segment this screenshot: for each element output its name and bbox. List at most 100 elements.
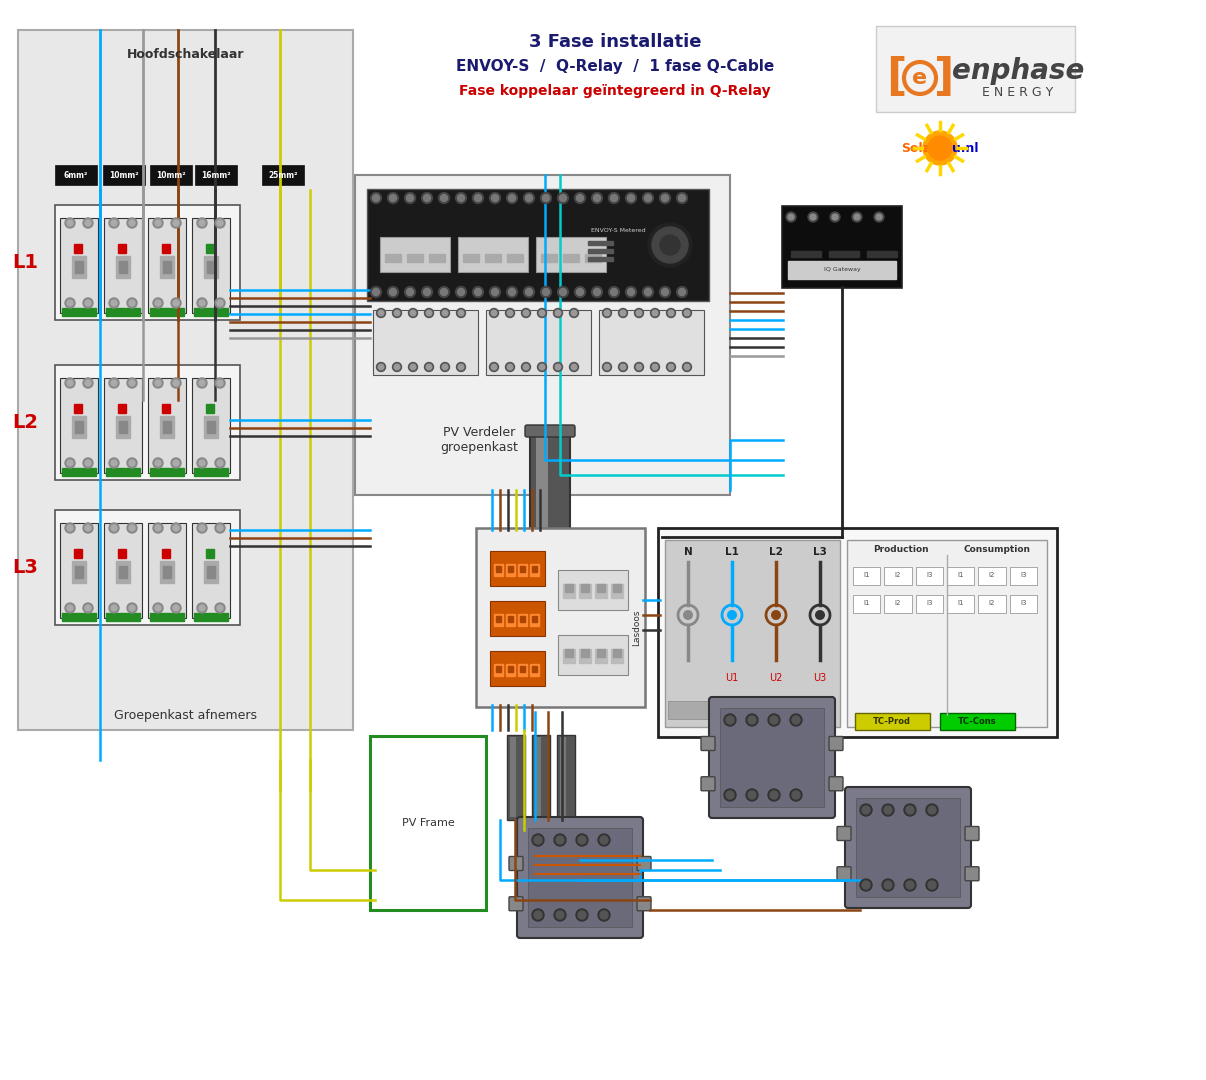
Circle shape xyxy=(508,310,513,315)
Circle shape xyxy=(156,300,160,306)
Bar xyxy=(406,254,423,262)
Text: L2: L2 xyxy=(769,546,783,557)
Circle shape xyxy=(620,310,626,315)
Bar xyxy=(206,244,213,253)
Bar xyxy=(62,613,96,621)
Bar xyxy=(867,251,897,257)
FancyBboxPatch shape xyxy=(829,737,843,751)
Circle shape xyxy=(111,220,117,226)
Circle shape xyxy=(83,458,93,468)
Circle shape xyxy=(109,298,119,308)
Circle shape xyxy=(127,378,137,388)
FancyBboxPatch shape xyxy=(195,165,238,185)
FancyBboxPatch shape xyxy=(192,218,230,313)
Bar xyxy=(532,566,537,572)
Text: Fase koppelaar geïntegreerd in Q-Relay: Fase koppelaar geïntegreerd in Q-Relay xyxy=(459,84,771,98)
Bar xyxy=(507,664,515,676)
Circle shape xyxy=(379,364,384,369)
Bar xyxy=(72,256,86,278)
Text: Production: Production xyxy=(873,545,929,554)
FancyBboxPatch shape xyxy=(148,378,186,473)
Bar xyxy=(529,664,539,676)
FancyBboxPatch shape xyxy=(148,523,186,618)
Circle shape xyxy=(109,458,119,468)
Circle shape xyxy=(111,460,117,465)
FancyBboxPatch shape xyxy=(490,651,545,686)
FancyBboxPatch shape xyxy=(150,165,192,185)
Circle shape xyxy=(109,523,119,534)
Circle shape xyxy=(83,523,93,534)
Text: Solar-: Solar- xyxy=(901,141,942,154)
Circle shape xyxy=(862,881,870,889)
Circle shape xyxy=(84,220,90,226)
Circle shape xyxy=(84,525,90,531)
Bar xyxy=(507,564,515,576)
Bar xyxy=(581,649,589,657)
Circle shape xyxy=(127,458,137,468)
Circle shape xyxy=(153,218,163,228)
Circle shape xyxy=(786,212,796,222)
Circle shape xyxy=(554,309,562,318)
Circle shape xyxy=(532,834,544,846)
Circle shape xyxy=(156,460,160,465)
Bar xyxy=(118,549,125,558)
Circle shape xyxy=(84,380,90,386)
FancyBboxPatch shape xyxy=(476,528,645,707)
FancyBboxPatch shape xyxy=(509,856,523,870)
Circle shape xyxy=(109,603,119,613)
Circle shape xyxy=(394,364,400,369)
Text: L1: L1 xyxy=(12,253,39,272)
Circle shape xyxy=(410,310,416,315)
Circle shape xyxy=(747,714,759,726)
Circle shape xyxy=(610,194,617,202)
Circle shape xyxy=(457,288,464,296)
FancyBboxPatch shape xyxy=(373,310,478,375)
Bar xyxy=(160,416,174,438)
Text: N: N xyxy=(684,546,692,557)
Circle shape xyxy=(569,363,579,372)
Circle shape xyxy=(83,378,93,388)
FancyBboxPatch shape xyxy=(847,540,1047,727)
Text: Consumption: Consumption xyxy=(964,545,1030,554)
Bar xyxy=(496,616,500,622)
Circle shape xyxy=(560,288,567,296)
Circle shape xyxy=(662,288,668,296)
Circle shape xyxy=(457,309,466,318)
Circle shape xyxy=(129,220,135,226)
FancyBboxPatch shape xyxy=(104,218,142,313)
FancyBboxPatch shape xyxy=(517,816,643,939)
Circle shape xyxy=(65,378,75,388)
FancyBboxPatch shape xyxy=(781,206,902,288)
Circle shape xyxy=(443,310,447,315)
Bar xyxy=(589,249,613,253)
Circle shape xyxy=(423,194,431,202)
FancyBboxPatch shape xyxy=(884,595,912,613)
Bar xyxy=(163,421,171,433)
Bar xyxy=(496,666,500,672)
Circle shape xyxy=(724,789,736,801)
Circle shape xyxy=(862,806,870,814)
Circle shape xyxy=(668,310,674,315)
Circle shape xyxy=(406,194,414,202)
Circle shape xyxy=(543,288,550,296)
Circle shape xyxy=(153,378,163,388)
Bar xyxy=(532,666,537,672)
Circle shape xyxy=(492,194,498,202)
Bar xyxy=(529,564,539,576)
Circle shape xyxy=(440,194,447,202)
Circle shape xyxy=(490,192,500,203)
Bar xyxy=(589,241,613,245)
Text: L1: L1 xyxy=(725,546,739,557)
Bar xyxy=(541,254,557,262)
Text: TC-Prod: TC-Prod xyxy=(873,717,911,727)
FancyBboxPatch shape xyxy=(915,595,943,613)
Circle shape xyxy=(667,363,675,372)
Text: 6mm²: 6mm² xyxy=(64,171,88,179)
Circle shape xyxy=(171,378,181,388)
Circle shape xyxy=(387,286,398,297)
Circle shape xyxy=(129,605,135,611)
FancyBboxPatch shape xyxy=(535,433,548,537)
Circle shape xyxy=(815,610,825,620)
Circle shape xyxy=(68,300,74,306)
FancyBboxPatch shape xyxy=(637,856,651,870)
